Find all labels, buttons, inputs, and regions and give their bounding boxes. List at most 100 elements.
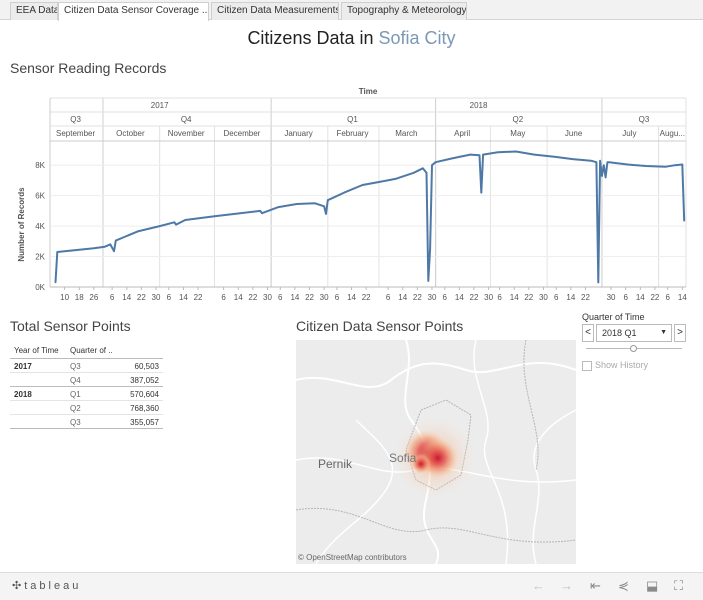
x-tick-label: 22 [362, 293, 371, 302]
data-point[interactable] [683, 219, 685, 222]
data-point[interactable] [626, 163, 629, 166]
show-history-label: Show History [595, 360, 649, 370]
data-point[interactable] [173, 221, 176, 224]
quarter-next-button[interactable]: > [674, 324, 686, 342]
table-row[interactable]: Q3 355,057 [10, 414, 163, 428]
data-point[interactable] [602, 164, 605, 167]
quarter-prev-button[interactable]: < [582, 324, 594, 342]
data-point[interactable] [261, 212, 263, 214]
x-tick-label: 22 [650, 293, 659, 302]
quarter-select[interactable]: 2018 Q1 ▼ [596, 324, 672, 342]
data-point[interactable] [533, 153, 536, 156]
data-point[interactable] [606, 161, 609, 163]
data-point[interactable] [515, 150, 517, 153]
data-point[interactable] [674, 164, 676, 167]
records-series-line[interactable] [54, 150, 686, 284]
data-point[interactable] [478, 154, 481, 157]
table-row[interactable]: 2018 Q1 570,604 [10, 386, 163, 400]
data-point[interactable] [213, 215, 216, 218]
data-point[interactable] [665, 165, 667, 168]
x-tick-label: 26 [89, 293, 98, 302]
data-point[interactable] [431, 164, 433, 167]
data-point[interactable] [595, 161, 598, 163]
table-row[interactable]: 2017 Q3 60,503 [10, 358, 163, 372]
data-point[interactable] [54, 281, 57, 284]
quarter-slider[interactable] [586, 344, 682, 354]
data-point[interactable] [571, 158, 574, 160]
data-point[interactable] [325, 213, 327, 215]
show-history-toggle[interactable]: Show History [582, 360, 648, 371]
data-point[interactable] [429, 248, 431, 250]
data-point[interactable] [394, 178, 397, 180]
data-point[interactable] [412, 172, 415, 174]
data-point[interactable] [469, 153, 472, 156]
data-point[interactable] [326, 199, 329, 202]
sensor-heat-map[interactable]: Pernik Sofia © OpenStreetMap contributor… [296, 340, 576, 564]
data-point[interactable] [113, 250, 115, 253]
tab-topography[interactable]: Topography & Meteorology [341, 2, 467, 20]
x-tick-label: 14 [398, 293, 407, 302]
data-point[interactable] [482, 153, 484, 156]
redo-icon[interactable]: → [560, 578, 573, 593]
year-header-label: 2018 [470, 101, 488, 110]
table-row[interactable]: Q4 387,052 [10, 372, 163, 386]
revert-icon[interactable]: ⇤ [590, 578, 601, 593]
data-point[interactable] [425, 172, 428, 174]
data-point[interactable] [434, 161, 437, 163]
data-point[interactable] [422, 167, 424, 170]
data-point[interactable] [122, 236, 124, 239]
data-point[interactable] [451, 157, 453, 160]
quarter-select-value: 2018 Q1 [602, 328, 637, 338]
data-point[interactable] [597, 281, 600, 284]
x-tick-label: 14 [678, 293, 687, 302]
slider-thumb[interactable] [630, 345, 637, 352]
data-point[interactable] [136, 230, 139, 233]
data-point[interactable] [158, 225, 161, 227]
data-point[interactable] [480, 191, 483, 194]
data-point[interactable] [590, 159, 592, 162]
data-point[interactable] [295, 203, 298, 205]
data-point[interactable] [553, 156, 556, 158]
data-point[interactable] [604, 176, 607, 179]
data-point[interactable] [56, 251, 59, 253]
data-point[interactable] [93, 247, 95, 249]
data-point[interactable] [109, 243, 112, 246]
quarter-header-label: Q3 [639, 115, 650, 124]
data-point[interactable] [239, 212, 241, 214]
data-point[interactable] [601, 175, 603, 177]
data-point[interactable] [259, 210, 261, 212]
show-history-checkbox[interactable] [582, 360, 592, 371]
x-tick-label: 14 [347, 293, 356, 302]
data-point[interactable] [599, 159, 601, 162]
data-point[interactable] [427, 280, 430, 282]
data-point[interactable] [608, 161, 611, 163]
download-icon[interactable]: ⬓ [646, 578, 659, 593]
data-point[interactable] [277, 206, 280, 208]
data-point[interactable] [114, 239, 117, 242]
data-point[interactable] [104, 245, 106, 248]
data-point[interactable] [343, 191, 346, 194]
data-point[interactable] [644, 165, 647, 167]
tableau-logo[interactable]: ✣tableau [12, 579, 81, 592]
tab-citizen-coverage[interactable]: Citizen Data Sensor Coverage ... [58, 2, 209, 21]
share-icon[interactable]: ⋞ [618, 578, 629, 593]
data-point[interactable] [314, 202, 316, 205]
sensor-records-chart[interactable]: Time 2017 2018 Q3 Q4 Q1 Q2 Q3 September October No… [0, 80, 703, 310]
data-point[interactable] [175, 223, 177, 226]
undo-icon[interactable]: ← [532, 578, 545, 593]
tab-eea-data[interactable]: EEA Data [10, 2, 58, 20]
month-header-label: Augu... [660, 129, 685, 138]
data-point[interactable] [78, 248, 81, 251]
data-point[interactable] [496, 151, 499, 154]
data-point[interactable] [63, 250, 66, 253]
map-attribution[interactable]: © OpenStreetMap contributors [298, 553, 407, 562]
data-point[interactable] [378, 181, 380, 183]
data-point[interactable] [361, 184, 364, 186]
data-point[interactable] [681, 163, 684, 166]
data-point[interactable] [184, 219, 187, 221]
data-point[interactable] [323, 205, 325, 208]
map-label-sofia: Sofia [389, 451, 417, 465]
fullscreen-icon[interactable]: ⛶ [674, 578, 684, 593]
tab-citizen-measurements[interactable]: Citizen Data Measurements [211, 2, 339, 20]
table-row[interactable]: Q2 768,360 [10, 400, 163, 414]
